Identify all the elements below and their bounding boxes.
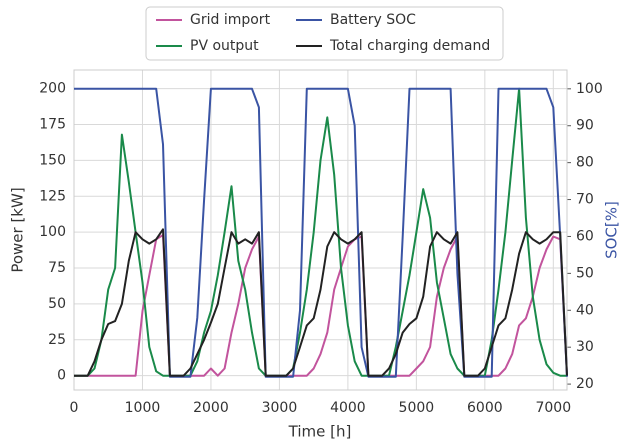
y2-tick-label: 30 xyxy=(576,339,594,355)
y-tick-label: 50 xyxy=(48,296,66,312)
legend-label: Grid import xyxy=(190,12,271,28)
legend-label: PV output xyxy=(190,38,259,54)
y2-tick-label: 60 xyxy=(576,228,594,244)
x-tick-label: 2000 xyxy=(193,400,229,416)
x-tick-label: 4000 xyxy=(330,400,366,416)
x-tick-label: 0 xyxy=(70,400,79,416)
y2-tick-label: 20 xyxy=(576,376,594,392)
plot-frame xyxy=(73,69,568,391)
x-tick-label: 1000 xyxy=(125,400,161,416)
legend: Grid import PV output Battery SOC Total cha… xyxy=(145,6,504,61)
x-axis-label: Time [h] xyxy=(288,423,352,441)
x-tick-label: 3000 xyxy=(262,400,298,416)
y2-tick-label: 80 xyxy=(576,155,594,171)
y2-tick-label: 90 xyxy=(576,118,594,134)
y-axis-label: Power [kW] xyxy=(9,187,27,272)
y2-tick-label: 50 xyxy=(576,265,594,281)
legend-frame xyxy=(145,6,504,61)
y-tick-label: 175 xyxy=(39,117,66,133)
x-tick-label: 7000 xyxy=(535,400,571,416)
y-tick-label: 75 xyxy=(48,260,66,276)
y2-axis-label: SOC[%] xyxy=(603,201,621,259)
y-tick-label: 200 xyxy=(39,81,66,97)
x-tick-label: 5000 xyxy=(399,400,435,416)
y-tick-label: 150 xyxy=(39,152,66,168)
legend-label: Total charging demand xyxy=(329,38,490,54)
y-tick-label: 0 xyxy=(57,368,66,384)
y-tick-label: 25 xyxy=(48,332,66,348)
y-tick-label: 100 xyxy=(39,224,66,240)
y2-tick-label: 100 xyxy=(576,81,603,97)
series-line xyxy=(74,87,568,378)
y2-tick-label: 70 xyxy=(576,192,594,208)
y-tick-label: 125 xyxy=(39,188,66,204)
y2-tick-label: 40 xyxy=(576,302,594,318)
series-line xyxy=(74,228,568,377)
x-tick-label: 6000 xyxy=(467,400,503,416)
legend-label: Battery SOC xyxy=(330,12,416,28)
